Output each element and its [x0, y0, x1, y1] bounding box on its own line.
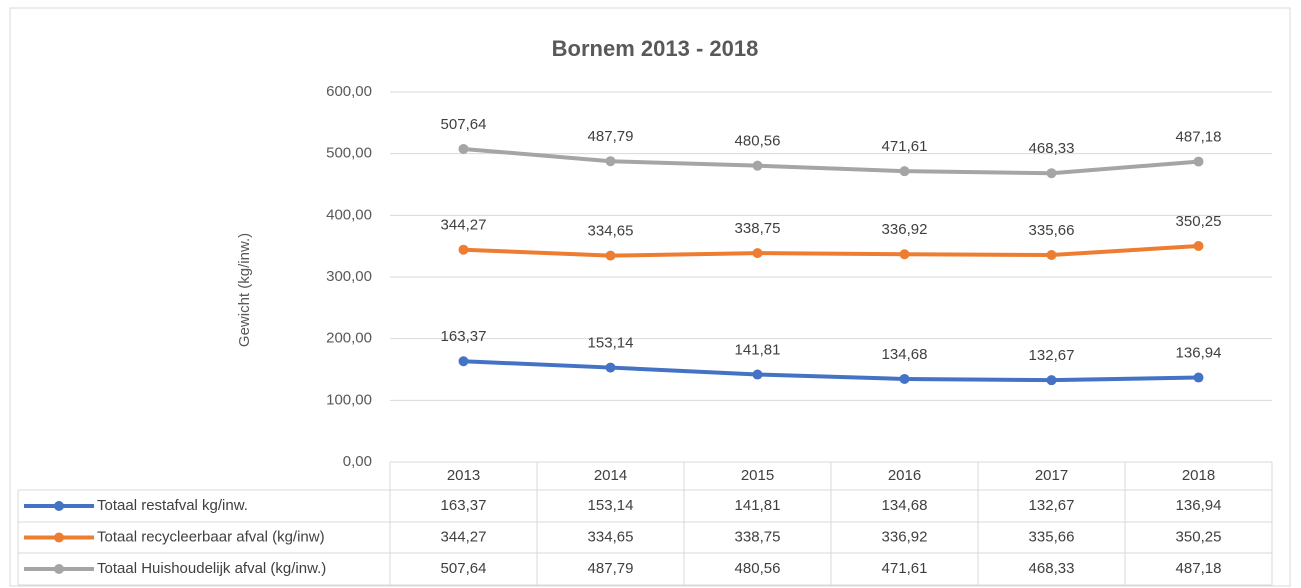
table-cell: 335,66	[1029, 528, 1075, 545]
x-tick-label: 2013	[447, 467, 480, 484]
table-cell: 487,79	[588, 560, 634, 577]
data-point	[899, 373, 910, 384]
y-tick-label: 400,00	[326, 206, 372, 223]
data-point	[899, 166, 910, 177]
table-cell: 334,65	[588, 528, 634, 545]
table-cell: 344,27	[441, 528, 487, 545]
data-point	[458, 143, 469, 154]
y-tick-label: 500,00	[326, 145, 372, 162]
data-label: 487,18	[1176, 129, 1222, 146]
data-point	[605, 156, 616, 167]
table-cell: 468,33	[1029, 560, 1075, 577]
data-label: 350,25	[1176, 213, 1222, 230]
legend-marker	[54, 532, 64, 543]
data-point	[605, 362, 616, 373]
x-tick-label: 2015	[741, 467, 774, 484]
data-point	[1046, 375, 1057, 386]
data-point	[458, 356, 469, 367]
x-tick-label: 2016	[888, 467, 921, 484]
data-point	[899, 249, 910, 260]
table-cell: 507,64	[441, 560, 487, 577]
data-label: 336,92	[882, 221, 928, 238]
table-cell: 163,37	[441, 497, 487, 514]
x-tick-label: 2014	[594, 467, 627, 484]
y-tick-label: 100,00	[326, 391, 372, 408]
table-cell: 487,18	[1176, 560, 1222, 577]
data-label: 471,61	[882, 138, 928, 155]
data-label: 487,79	[588, 128, 634, 145]
y-tick-label: 300,00	[326, 268, 372, 285]
data-label: 344,27	[441, 217, 487, 234]
legend-label: Totaal recycleerbaar afval (kg/inw)	[97, 528, 325, 545]
legend-marker	[54, 501, 64, 511]
chart-title: Bornem 2013 - 2018	[552, 36, 759, 61]
series-line	[461, 359, 1201, 383]
data-point	[752, 369, 763, 380]
data-point	[752, 160, 763, 171]
data-point	[1046, 168, 1057, 179]
data-label: 468,33	[1029, 140, 1075, 157]
table-cell: 153,14	[588, 497, 634, 514]
data-label: 153,14	[588, 335, 634, 352]
data-point	[458, 244, 469, 255]
legend-marker	[54, 564, 64, 574]
y-axis-label: Gewicht (kg/inw.)	[236, 233, 253, 347]
data-point	[1193, 156, 1204, 167]
data-label: 163,37	[441, 328, 487, 345]
table-cell: 132,67	[1029, 497, 1075, 514]
data-label: 136,94	[1176, 345, 1222, 362]
table-cell: 471,61	[882, 560, 928, 577]
series-line	[461, 146, 1201, 176]
data-point	[1193, 241, 1204, 252]
data-label: 132,67	[1029, 347, 1075, 364]
data-point	[605, 250, 616, 261]
table-cell: 136,94	[1176, 497, 1222, 514]
data-label: 334,65	[588, 223, 634, 240]
y-tick-label: 200,00	[326, 330, 372, 347]
data-label: 335,66	[1029, 222, 1075, 239]
data-label: 480,56	[735, 133, 781, 150]
data-label: 338,75	[735, 220, 781, 237]
x-tick-label: 2018	[1182, 467, 1215, 484]
table-cell: 134,68	[882, 497, 928, 514]
table-cell: 336,92	[882, 528, 928, 545]
x-tick-label: 2017	[1035, 467, 1068, 484]
table-cell: 480,56	[735, 560, 781, 577]
data-point	[1046, 250, 1057, 261]
table-cell: 338,75	[735, 528, 781, 545]
legend-label: Totaal Huishoudelijk afval (kg/inw.)	[97, 560, 326, 577]
table-cell: 350,25	[1176, 528, 1222, 545]
y-tick-label: 0,00	[343, 453, 372, 470]
data-point	[1193, 372, 1204, 383]
y-tick-label: 600,00	[326, 83, 372, 100]
table-cell: 141,81	[735, 497, 781, 514]
data-point	[752, 248, 763, 259]
data-label: 507,64	[441, 116, 487, 133]
data-label: 134,68	[882, 346, 928, 363]
series-line	[461, 244, 1201, 258]
legend-label: Totaal restafval kg/inw.	[97, 497, 248, 514]
data-label: 141,81	[735, 342, 781, 359]
